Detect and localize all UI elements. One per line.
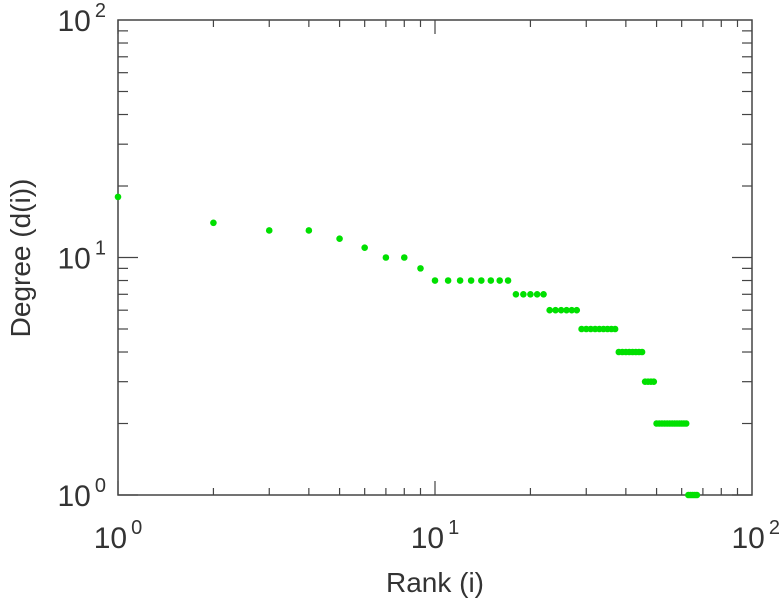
plot-frame xyxy=(117,19,753,496)
data-point xyxy=(573,306,581,314)
data-point xyxy=(546,306,553,314)
data-point xyxy=(336,235,343,242)
data-point xyxy=(611,325,619,333)
tick-label-exponent: 2 xyxy=(95,0,106,22)
tick-label-base: 10 xyxy=(58,243,91,276)
data-points xyxy=(114,193,701,499)
data-point xyxy=(496,277,504,284)
tick-label-base: 10 xyxy=(411,522,444,555)
data-point xyxy=(682,420,690,427)
data-point xyxy=(557,306,565,314)
data-point xyxy=(210,219,217,227)
y-tick-label: 10 2 xyxy=(58,0,107,38)
tick-label-base: 10 xyxy=(58,480,91,513)
x-tick-label: 10 2 xyxy=(732,517,781,555)
data-point xyxy=(582,325,590,333)
y-axis-label: Degree (d(i)) xyxy=(5,179,36,338)
data-point xyxy=(504,277,512,284)
y-tick-label: 10 1 xyxy=(58,238,107,276)
data-point xyxy=(478,277,485,284)
data-point xyxy=(382,254,390,261)
data-point xyxy=(114,193,122,201)
data-point xyxy=(265,227,273,234)
data-point xyxy=(638,348,646,356)
data-point xyxy=(305,227,313,234)
data-point xyxy=(456,277,464,284)
data-point xyxy=(540,290,547,298)
data-point xyxy=(431,277,439,284)
data-point xyxy=(361,244,368,251)
x-axis-label: Rank (i) xyxy=(386,567,484,598)
tick-label-exponent: 0 xyxy=(131,517,142,539)
data-point xyxy=(487,277,495,284)
data-point xyxy=(578,325,585,333)
data-point xyxy=(520,290,527,298)
tick-labels: 10 0 10 1 10 210 010 110 2 xyxy=(58,0,781,555)
tick-label-exponent: 0 xyxy=(95,475,106,497)
tick-label-base: 10 xyxy=(94,522,127,555)
tick-label-exponent: 1 xyxy=(95,238,106,260)
tick-label-exponent: 2 xyxy=(769,517,780,539)
data-point xyxy=(467,277,475,284)
data-point xyxy=(568,306,576,314)
data-point xyxy=(650,378,658,385)
y-tick-label: 10 0 xyxy=(58,475,107,513)
tick-label-exponent: 1 xyxy=(448,517,459,539)
data-point xyxy=(527,290,534,298)
data-point xyxy=(693,491,701,499)
data-point xyxy=(563,306,570,314)
data-point xyxy=(533,290,541,298)
data-point xyxy=(444,277,452,284)
x-tick-label: 10 0 xyxy=(94,517,143,555)
tick-label-base: 10 xyxy=(58,5,91,38)
data-point xyxy=(512,290,520,298)
data-point xyxy=(417,265,424,272)
data-point xyxy=(400,254,408,261)
x-tick-label: 10 1 xyxy=(411,517,460,555)
tick-label-base: 10 xyxy=(732,522,765,555)
data-point xyxy=(552,306,559,314)
